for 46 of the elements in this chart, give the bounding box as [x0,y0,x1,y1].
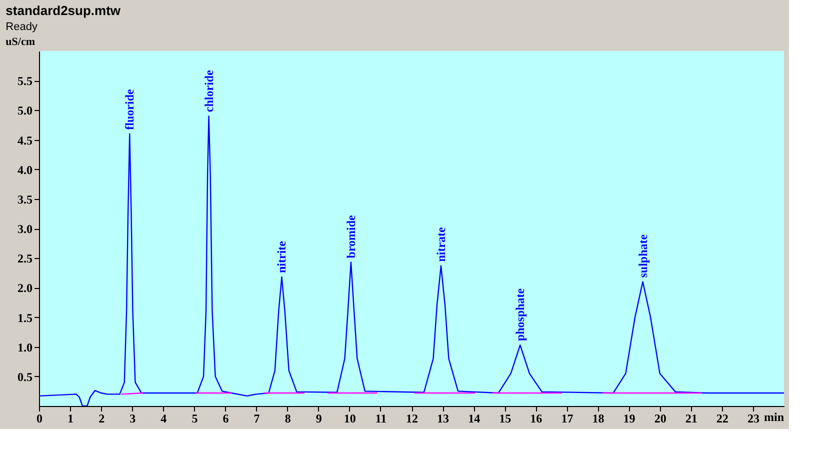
annotation: nitrate [434,226,448,262]
x-tick-label: 13 [437,412,450,426]
y-tick-label: 4.0 [18,162,32,177]
y-tick-label: 4.5 [18,133,32,148]
y-tick-label: 0.5 [18,370,32,384]
chart-subtitle: Ready [6,21,38,33]
x-tick-label: 1 [68,412,74,426]
chart-title: standard2sup.mtw [6,3,122,18]
x-tick-label: 22 [716,412,728,426]
y-tick-label: 2.0 [18,281,32,296]
annotation: phosphate [513,288,528,342]
annotation: chloride [202,69,216,112]
x-tick-label: 4 [160,412,167,426]
x-tick-label: 11 [375,412,387,426]
x-tick-label: 6 [222,412,229,426]
x-tick-label: 16 [530,412,542,426]
x-tick-label: 10 [344,412,356,426]
y-axis-title: uS/cm [6,36,35,48]
x-tick-label: 7 [254,412,260,426]
x-tick-label: 9 [316,412,322,426]
x-tick-label: 8 [284,412,291,426]
x-tick-label: 12 [406,412,418,426]
x-tick-label: 5 [192,412,198,426]
y-tick-label: 3.5 [18,192,32,206]
x-tick-label: 20 [654,412,666,426]
x-tick-label: 19 [623,412,636,426]
y-tick-label: 5.5 [18,74,32,88]
x-axis-title: min [764,410,784,424]
y-tick-label: 5.0 [18,104,32,118]
x-tick-label: 15 [499,412,512,426]
x-tick-label: 14 [468,412,480,426]
x-tick-label: 3 [130,412,136,426]
y-tick-label: 1.0 [18,340,32,354]
y-tick-label: 2.5 [18,252,32,266]
annotation: fluoride [122,88,137,130]
x-tick-label: 0 [36,412,42,426]
x-tick-label: 2 [98,412,105,426]
x-tick-label: 23 [747,412,760,426]
annotation: sulphate [636,234,650,278]
y-tick-label: 1.5 [18,310,32,325]
y-tick-label: 3.0 [18,222,32,236]
annotation: bromide [344,214,358,258]
x-tick-label: 21 [685,412,698,426]
x-tick-label: 18 [592,412,604,426]
x-tick-label: 17 [561,412,574,426]
annotation: nitrite [274,240,289,274]
